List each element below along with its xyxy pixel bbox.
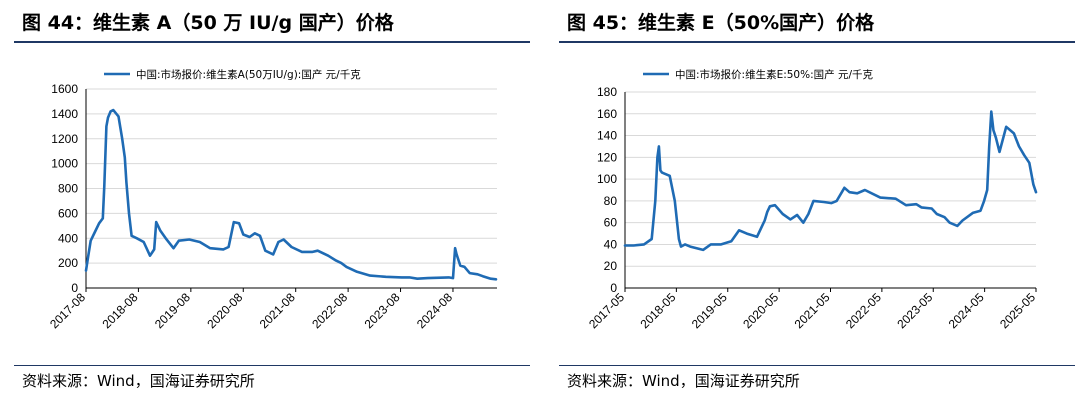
- source-rule: [559, 365, 1075, 366]
- x-tick-label: 2023-05: [894, 290, 935, 331]
- x-tick-label: 2020-05: [740, 290, 781, 331]
- figure-panel-44: 图 44：维生素 A（50 万 IU/g 国产）价格 0 200 400 600 800…: [0, 0, 530, 409]
- title-rule: [559, 41, 1075, 43]
- figure-title: 图 44：维生素 A（50 万 IU/g 国产）价格: [22, 12, 394, 34]
- y-tick-label: 180: [597, 85, 617, 99]
- source-note: 资料来源：Wind，国海证券研究所: [22, 372, 255, 390]
- y-tick-label: 60: [604, 216, 618, 230]
- title-rule: [14, 41, 530, 43]
- y-tick-label: 40: [604, 237, 618, 251]
- x-tick-label: 2022-05: [843, 290, 884, 331]
- x-tick-label: 2024-08: [414, 290, 455, 331]
- y-tick-label: 120: [597, 150, 617, 164]
- figure-panel-45: 图 45：维生素 E（50%国产）价格 0 20 40 60 80 100 120 140 16…: [545, 0, 1075, 409]
- y-tick-label: 200: [58, 256, 78, 270]
- y-tick-label: 80: [604, 194, 618, 208]
- y-tick-label: 800: [58, 182, 78, 196]
- y-tick-label: 1600: [51, 82, 78, 96]
- y-tick-label: 1200: [51, 132, 78, 146]
- y-tick-label: 0: [71, 281, 78, 295]
- y-tick-label: 1000: [51, 157, 78, 171]
- x-tick-label: 2021-08: [257, 290, 298, 331]
- x-tick-label: 2020-08: [204, 290, 245, 331]
- x-tick-label: 2017-08: [47, 290, 88, 331]
- vitamin-a-price-chart: 0 200 400 600 800 1000 1200 1400 1600 2017-08 2018…: [47, 68, 498, 331]
- x-tick-label: 2019-05: [689, 290, 730, 331]
- y-tick-label: 20: [604, 259, 618, 273]
- y-tick-label: 140: [597, 129, 617, 143]
- y-tick-label: 1400: [51, 107, 78, 121]
- source-note: 资料来源：Wind，国海证券研究所: [567, 372, 800, 390]
- source-rule: [14, 365, 530, 366]
- series-line: [623, 110, 1038, 252]
- vitamin-e-price-chart: 0 20 40 60 80 100 120 140 160 180 2017-05 2018-05 20…: [586, 68, 1038, 331]
- x-tick-label: 2018-08: [99, 290, 140, 331]
- x-tick-label: 2021-05: [792, 290, 833, 331]
- series-line: [84, 108, 498, 281]
- y-tick-label: 600: [58, 206, 78, 220]
- x-tick-label: 2022-08: [309, 290, 350, 331]
- legend-label: 中国:市场报价:维生素A(50万IU/g):国产 元/千克: [136, 68, 361, 81]
- x-tick-label: 2025-05: [997, 290, 1038, 331]
- y-tick-label: 0: [610, 281, 617, 295]
- y-tick-label: 100: [597, 172, 617, 186]
- y-tick-label: 400: [58, 231, 78, 245]
- x-tick-label: 2017-05: [586, 290, 627, 331]
- legend-label: 中国:市场报价:维生素E:50%:国产 元/千克: [675, 68, 873, 81]
- figure-title: 图 45：维生素 E（50%国产）价格: [567, 12, 875, 34]
- x-tick-label: 2019-08: [152, 290, 193, 331]
- x-tick-label: 2023-08: [362, 290, 403, 331]
- y-tick-label: 160: [597, 107, 617, 121]
- x-tick-label: 2024-05: [946, 290, 987, 331]
- x-tick-label: 2018-05: [637, 290, 678, 331]
